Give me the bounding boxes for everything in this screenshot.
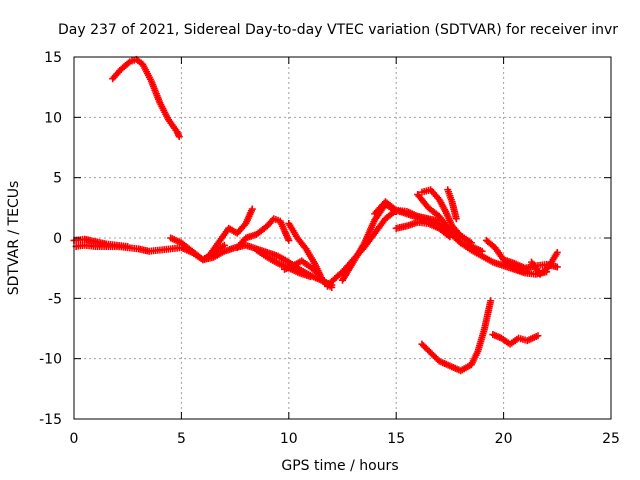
data-point	[175, 133, 183, 141]
data-point	[124, 59, 132, 67]
y-tick-labels: -15 -10 -5 0 5 10 15	[39, 50, 62, 428]
data-point	[306, 273, 314, 281]
series-track-6	[233, 215, 293, 252]
series-track-8	[281, 257, 323, 278]
x-tick-label: 25	[602, 431, 620, 447]
data-point	[124, 242, 132, 250]
data-point	[487, 297, 495, 305]
series-track-11	[339, 200, 400, 284]
x-tick-labels: 0 5 10 15 20 25	[70, 431, 620, 447]
series-track-13	[392, 218, 454, 241]
data-point	[553, 248, 561, 256]
data-point	[285, 236, 293, 244]
data-point	[534, 332, 542, 340]
series-track-16	[444, 186, 460, 223]
series-track-10	[323, 206, 486, 290]
series-track-12	[371, 198, 443, 225]
x-tick-label: 15	[387, 431, 405, 447]
x-tick-label: 20	[495, 431, 513, 447]
x-tick-label: 0	[70, 431, 79, 447]
series-track-4	[167, 234, 228, 264]
axis-ticks	[73, 56, 612, 420]
data-point	[248, 205, 256, 213]
data-point	[467, 239, 475, 247]
data-point	[452, 215, 460, 223]
x-tick-label: 10	[280, 431, 298, 447]
y-tick-label: -15	[39, 412, 62, 428]
series-track-1	[109, 55, 183, 141]
y-tick-label: 10	[44, 110, 62, 126]
data-point	[220, 241, 228, 249]
series-track-5	[207, 205, 256, 256]
x-axis-label: GPS time / hours	[281, 458, 398, 474]
y-tick-label: 15	[44, 50, 62, 66]
series-track-15	[418, 186, 475, 247]
y-tick-label: -5	[48, 291, 62, 307]
y-tick-label: -10	[39, 352, 62, 368]
y-axis-label: SDTVAR / TECUs	[6, 181, 22, 296]
series-track-19	[528, 248, 561, 278]
series-track-21	[489, 331, 542, 348]
chart-title: Day 237 of 2021, Sidereal Day-to-day VTE…	[58, 22, 618, 38]
y-tick-label: 5	[53, 171, 62, 187]
x-tick-label: 5	[177, 431, 186, 447]
data-point	[553, 263, 561, 271]
y-tick-label: 0	[53, 231, 62, 247]
data-points	[70, 55, 561, 375]
series-track-20	[418, 297, 495, 375]
grid-lines	[74, 57, 611, 419]
